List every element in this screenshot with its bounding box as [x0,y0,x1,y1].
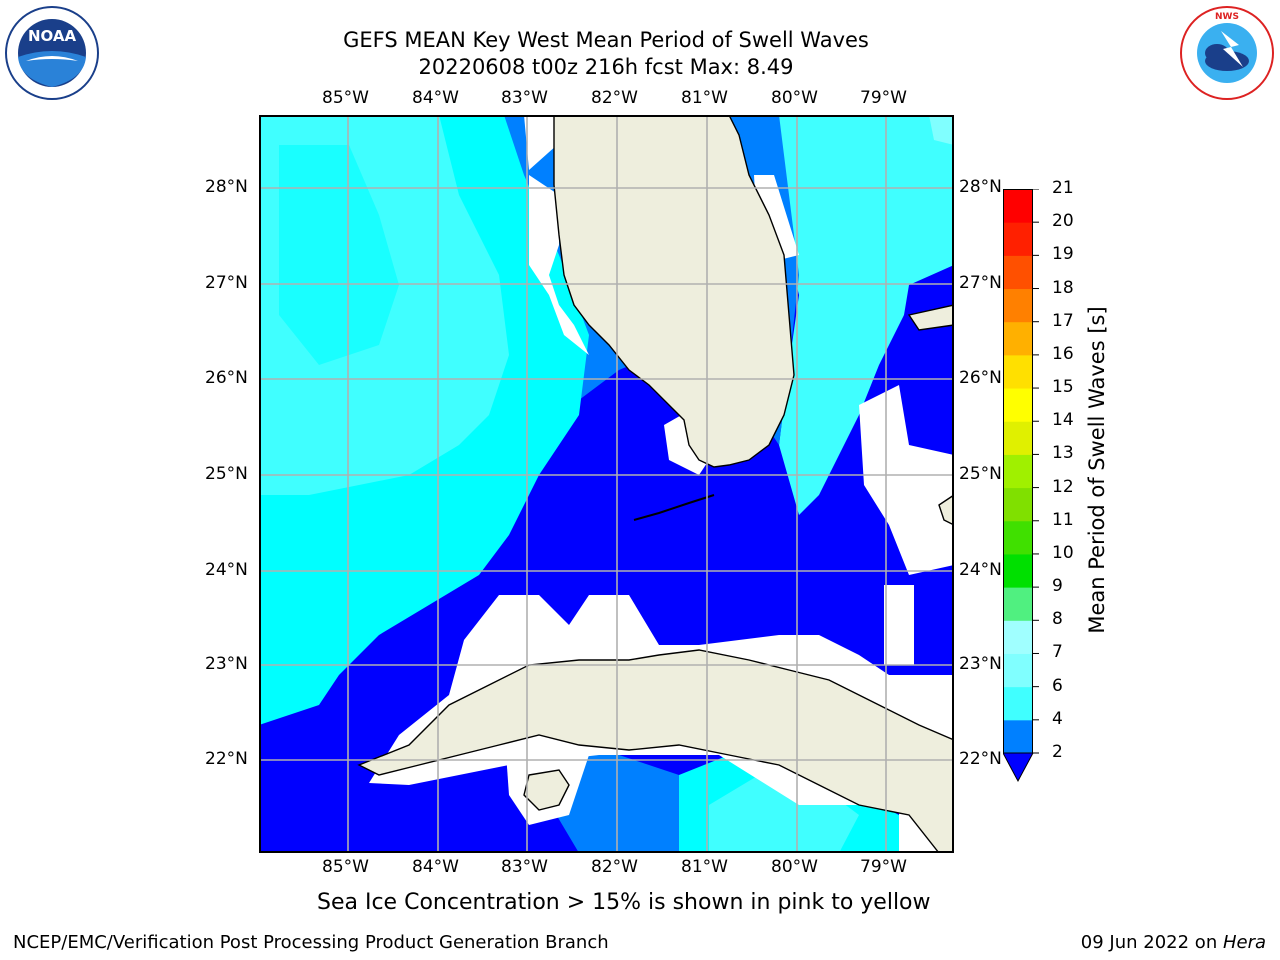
footer-branch: NCEP/EMC/Verification Post Processing Pr… [13,932,609,953]
colorbar-tick-label: 19 [1052,244,1074,265]
footer-host: Hera [1222,932,1266,953]
colorbar-extend-arrow [1002,752,1034,783]
colorbar-svg [1002,188,1039,783]
map-canvas [259,114,955,854]
lon-label-top-83: 83°W [501,88,548,108]
lon-label-top-85: 85°W [322,88,369,108]
land-isla-juventud [523,769,570,811]
lat-label-left-28: 28°N [205,177,248,197]
colorbar-tick-label: 7 [1052,642,1063,663]
colorbar-bin [1003,520,1033,555]
lon-label-top-79: 79°W [860,88,907,108]
chart-subtitle: 20220608 t00z 216h fcst Max: 8.49 [418,55,794,79]
mask-fl-nw [524,115,557,170]
colorbar-tick-label: 11 [1052,509,1074,530]
lat-label-left-26: 26°N [205,368,248,388]
lon-label-top-82: 82°W [591,88,638,108]
footer-date-text: 09 Jun 2022 on [1080,932,1223,953]
colorbar-tick-label: 10 [1052,542,1074,563]
lon-label-top-80: 80°W [771,88,818,108]
colorbar-border [1003,189,1033,754]
lon-label-bottom-85: 85°W [322,857,369,877]
lat-label-right-23: 23°N [959,654,1002,674]
colorbar-tick-label: 8 [1052,609,1063,630]
lat-label-left-25: 25°N [205,464,248,484]
colorbar-bin [1003,222,1033,256]
colorbar-tick-label: 13 [1052,443,1074,464]
lat-label-right-22: 22°N [959,749,1002,769]
footer-date: 09 Jun 2022 on Hera [1081,932,1266,953]
lon-label-bottom-82: 82°W [591,857,638,877]
colorbar-bin [1003,553,1033,588]
colorbar-bin [1003,487,1033,522]
lon-label-bottom-84: 84°W [412,857,459,877]
colorbar-bin [1003,288,1033,323]
colorbar-bin [1003,321,1033,356]
lon-label-bottom-79: 79°W [860,857,907,877]
lat-label-left-24: 24°N [205,560,248,580]
colorbar-tick-label: 16 [1052,343,1074,364]
lon-label-bottom-80: 80°W [771,857,818,877]
colorbar-bin [1003,388,1033,422]
colorbar-bin [1003,255,1033,290]
colorbar-title: Mean Period of Swell Waves [s] [1085,306,1109,634]
colorbar-tick-label: 9 [1052,576,1063,597]
colorbar-bin [1003,686,1033,721]
colorbar-tick-label: 21 [1052,178,1074,198]
nws-logo: NWS [1177,5,1277,105]
colorbar-tick-label: 12 [1052,476,1074,497]
lon-label-top-81: 81°W [681,88,728,108]
florida-keys [633,494,715,521]
lon-label-bottom-81: 81°W [681,857,728,877]
colorbar-tick-label: 4 [1052,708,1063,729]
colorbar-bin [1003,454,1033,489]
colorbar-tick-label: 6 [1052,675,1063,696]
lat-label-right-26: 26°N [959,368,1002,388]
lat-label-right-25: 25°N [959,464,1002,484]
colorbar-tick-label: 17 [1052,310,1074,331]
sea-ice-note: Sea Ice Concentration > 15% is shown in … [317,890,931,915]
lat-label-right-28: 28°N [959,177,1002,197]
graticule [259,115,954,853]
lon-label-bottom-83: 83°W [501,857,548,877]
colorbar-bin [1003,189,1033,223]
colorbar-bin [1003,719,1033,754]
colorbar-bin [1003,421,1033,455]
ocean-light-atlantic [754,115,954,515]
colorbar-tick-label: 15 [1052,377,1074,398]
lon-label-top-84: 84°W [412,88,459,108]
svg-text:NWS: NWS [1215,12,1239,22]
colorbar-tick-label: 18 [1052,277,1074,298]
colorbar-tick-label: 2 [1052,742,1063,762]
lat-label-right-24: 24°N [959,560,1002,580]
colorbar-tick-label: 20 [1052,211,1074,232]
colorbar-tick-label: 14 [1052,410,1074,431]
lat-label-left-27: 27°N [205,273,248,293]
colorbar-bin [1003,653,1033,688]
mask-bahamas [859,385,954,575]
colorbar-bin [1003,354,1033,389]
noaa-logo-text: NOAA [28,27,77,45]
colorbar-bin [1003,620,1033,654]
lat-label-left-22: 22°N [205,749,248,769]
colorbar [1002,188,1039,788]
chart-title: GEFS MEAN Key West Mean Period of Swell … [343,28,869,52]
lat-label-right-27: 27°N [959,273,1002,293]
colorbar-bin [1003,587,1033,621]
map-frame [259,114,955,854]
lat-label-left-23: 23°N [205,654,248,674]
noaa-logo: NOAA [4,5,100,105]
